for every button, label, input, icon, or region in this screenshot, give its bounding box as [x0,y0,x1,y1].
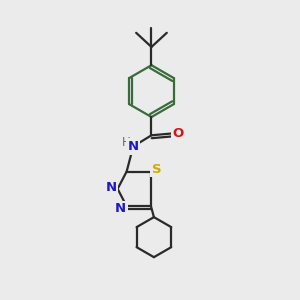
Text: N: N [115,202,126,215]
Text: N: N [106,181,117,194]
Text: S: S [152,163,162,176]
Text: O: O [172,127,184,140]
Text: H: H [122,136,130,149]
Text: N: N [128,140,139,153]
